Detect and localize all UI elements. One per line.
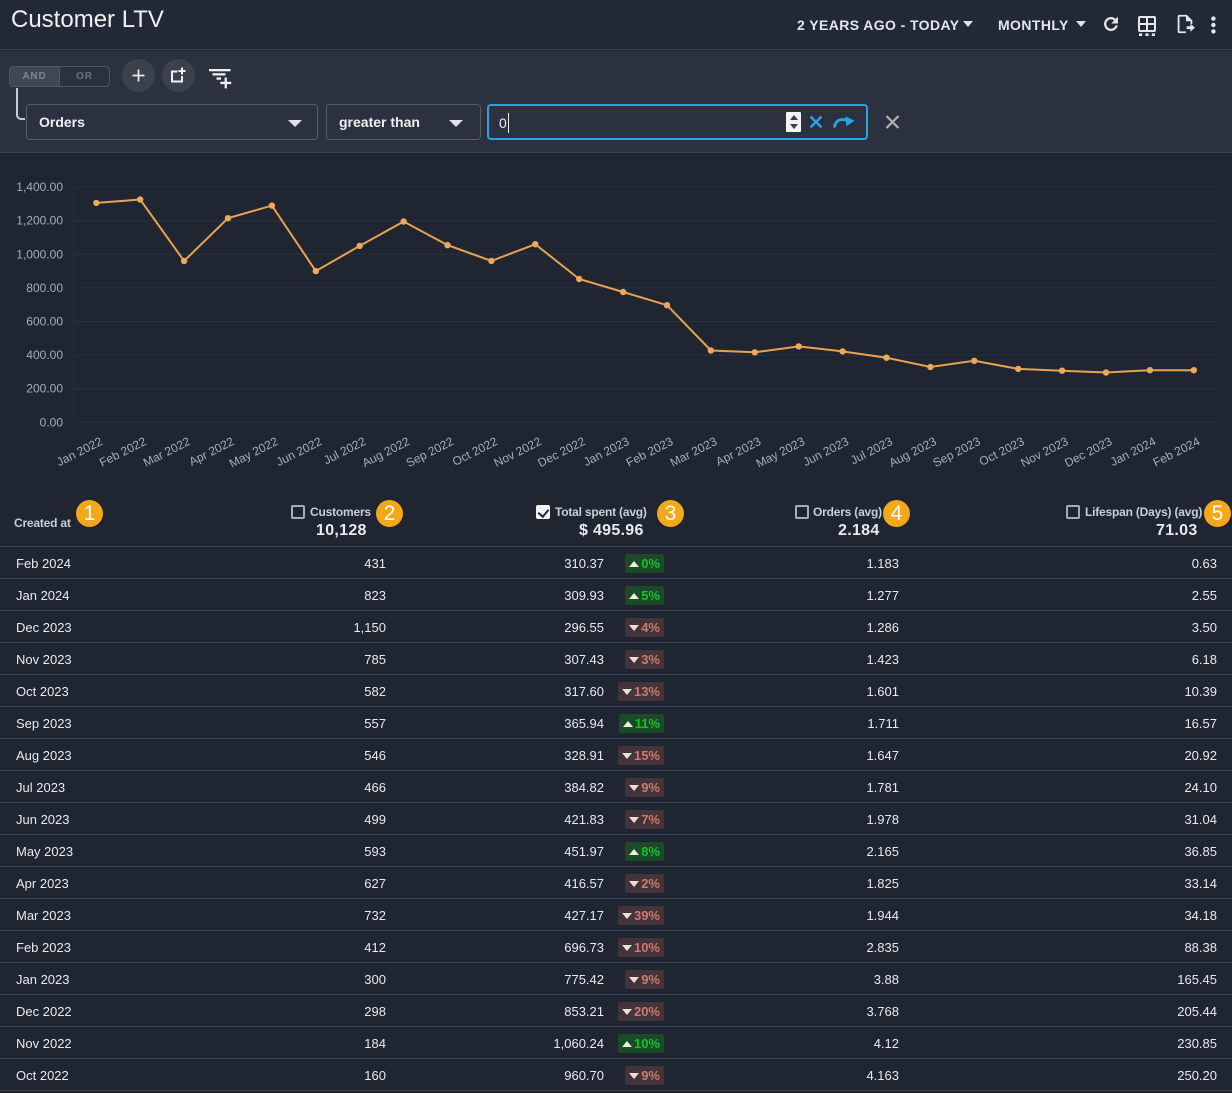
svg-text:Dec 2023: Dec 2023 [1062,434,1114,470]
svg-text:Aug 2023: Aug 2023 [887,434,939,470]
svg-text:Jan 2022: Jan 2022 [54,434,105,469]
svg-text:Mar 2022: Mar 2022 [141,434,193,470]
svg-text:Jun 2022: Jun 2022 [274,434,325,469]
svg-text:Feb 2022: Feb 2022 [97,434,149,470]
svg-text:Mar 2023: Mar 2023 [668,434,720,470]
svg-text:Jan 2023: Jan 2023 [581,434,632,469]
svg-text:1,000.00: 1,000.00 [16,247,63,261]
svg-text:Oct 2023: Oct 2023 [977,434,1027,469]
svg-text:Dec 2022: Dec 2022 [535,434,587,470]
svg-text:200.00: 200.00 [26,382,63,396]
svg-text:Nov 2022: Nov 2022 [492,434,544,470]
svg-text:Feb 2023: Feb 2023 [624,434,676,470]
svg-text:Nov 2023: Nov 2023 [1018,434,1070,470]
svg-text:600.00: 600.00 [26,315,63,329]
svg-text:1,200.00: 1,200.00 [16,214,63,228]
svg-text:800.00: 800.00 [26,281,63,295]
svg-text:May 2023: May 2023 [754,434,808,471]
svg-text:Aug 2022: Aug 2022 [360,434,412,470]
svg-text:0.00: 0.00 [40,415,64,429]
svg-text:Jan 2024: Jan 2024 [1108,434,1159,469]
svg-text:400.00: 400.00 [26,348,63,362]
svg-text:1,400.00: 1,400.00 [16,180,63,194]
svg-text:Sep 2022: Sep 2022 [404,434,456,470]
svg-text:May 2022: May 2022 [227,434,281,471]
svg-text:Feb 2024: Feb 2024 [1151,434,1203,470]
svg-text:Oct 2022: Oct 2022 [450,434,500,469]
svg-text:Jun 2023: Jun 2023 [801,434,852,469]
svg-text:Sep 2023: Sep 2023 [931,434,983,470]
